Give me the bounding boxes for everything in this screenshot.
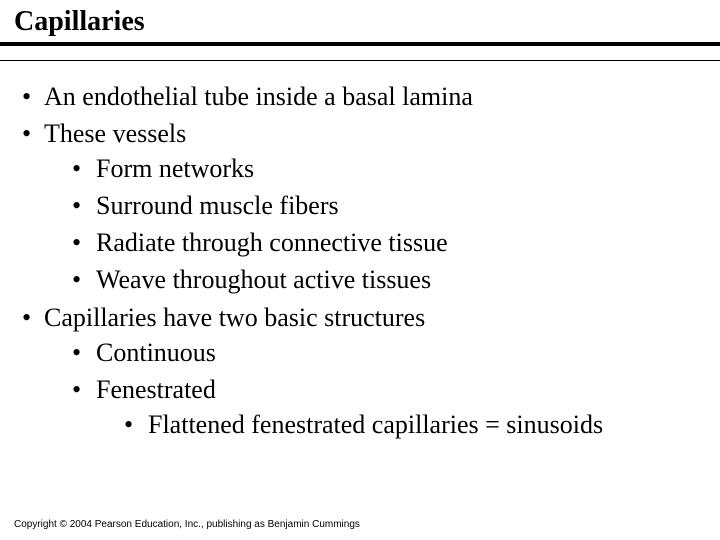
bullet-sublist: Form networks Surround muscle fibers Rad… (44, 151, 700, 297)
bullet-item: An endothelial tube inside a basal lamin… (20, 79, 700, 114)
bullet-text: Fenestrated (96, 375, 216, 404)
bullet-item: Flattened fenestrated capillaries = sinu… (120, 407, 700, 442)
bullet-subsublist: Flattened fenestrated capillaries = sinu… (96, 407, 700, 442)
title-region: Capillaries (0, 0, 720, 38)
bullet-item: Weave throughout active tissues (68, 262, 700, 297)
bullet-text: An endothelial tube inside a basal lamin… (44, 82, 473, 111)
bullet-text: Flattened fenestrated capillaries = sinu… (148, 410, 603, 439)
bullet-text: Radiate through connective tissue (96, 228, 448, 257)
copyright-footer: Copyright © 2004 Pearson Education, Inc.… (14, 519, 360, 530)
rule-spacer (0, 46, 720, 60)
bullet-item: Form networks (68, 151, 700, 186)
body-region: An endothelial tube inside a basal lamin… (0, 61, 720, 442)
bullet-item: Capillaries have two basic structures Co… (20, 300, 700, 442)
bullet-item: Continuous (68, 335, 700, 370)
bullet-list: An endothelial tube inside a basal lamin… (20, 79, 700, 442)
slide-title: Capillaries (14, 6, 706, 38)
bullet-item: Surround muscle fibers (68, 188, 700, 223)
bullet-text: These vessels (44, 119, 186, 148)
bullet-text: Capillaries have two basic structures (44, 303, 425, 332)
bullet-text: Surround muscle fibers (96, 191, 339, 220)
bullet-sublist: Continuous Fenestrated Flattened fenestr… (44, 335, 700, 442)
bullet-item: These vessels Form networks Surround mus… (20, 116, 700, 297)
slide: Capillaries An endothelial tube inside a… (0, 0, 720, 540)
bullet-text: Continuous (96, 338, 216, 367)
bullet-text: Form networks (96, 154, 254, 183)
bullet-text: Weave throughout active tissues (96, 265, 431, 294)
bullet-item: Fenestrated Flattened fenestrated capill… (68, 372, 700, 442)
bullet-item: Radiate through connective tissue (68, 225, 700, 260)
